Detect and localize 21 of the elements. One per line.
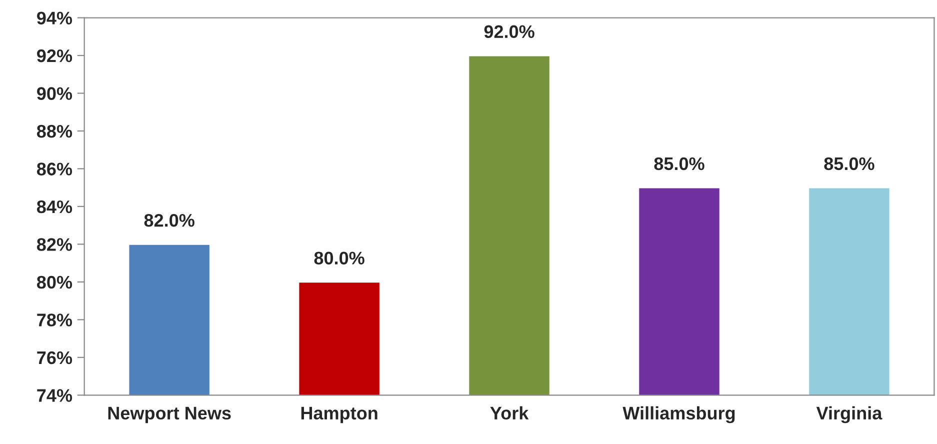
y-tick-label: 74% xyxy=(37,389,72,402)
data-label: 85.0% xyxy=(824,157,874,170)
y-tick-label: 94% xyxy=(37,12,72,24)
y-tick-label: 86% xyxy=(36,162,72,176)
y-tick-label: 92% xyxy=(37,49,72,62)
y-tick-label: 82% xyxy=(36,238,72,251)
y-tick-label: 88% xyxy=(36,124,72,138)
data-label: 85.0% xyxy=(654,157,704,170)
y-tick-label: 84% xyxy=(36,200,72,214)
y-tick-label: 76% xyxy=(37,351,72,364)
y-tick-label: 90% xyxy=(37,87,72,100)
y-tick-label: 78% xyxy=(37,314,72,326)
x-tick-label: Virginia xyxy=(816,406,882,424)
x-tick-label: Hampton xyxy=(301,406,378,424)
x-tick-label: York xyxy=(490,406,529,420)
data-label: 80.0% xyxy=(314,252,364,264)
data-label: 92.0% xyxy=(484,25,534,38)
x-tick-label: Williamsburg xyxy=(622,406,735,424)
y-tick-label: 80% xyxy=(36,276,72,289)
x-tick-label: Newport News xyxy=(108,406,231,424)
data-label: 82.0% xyxy=(144,214,194,227)
